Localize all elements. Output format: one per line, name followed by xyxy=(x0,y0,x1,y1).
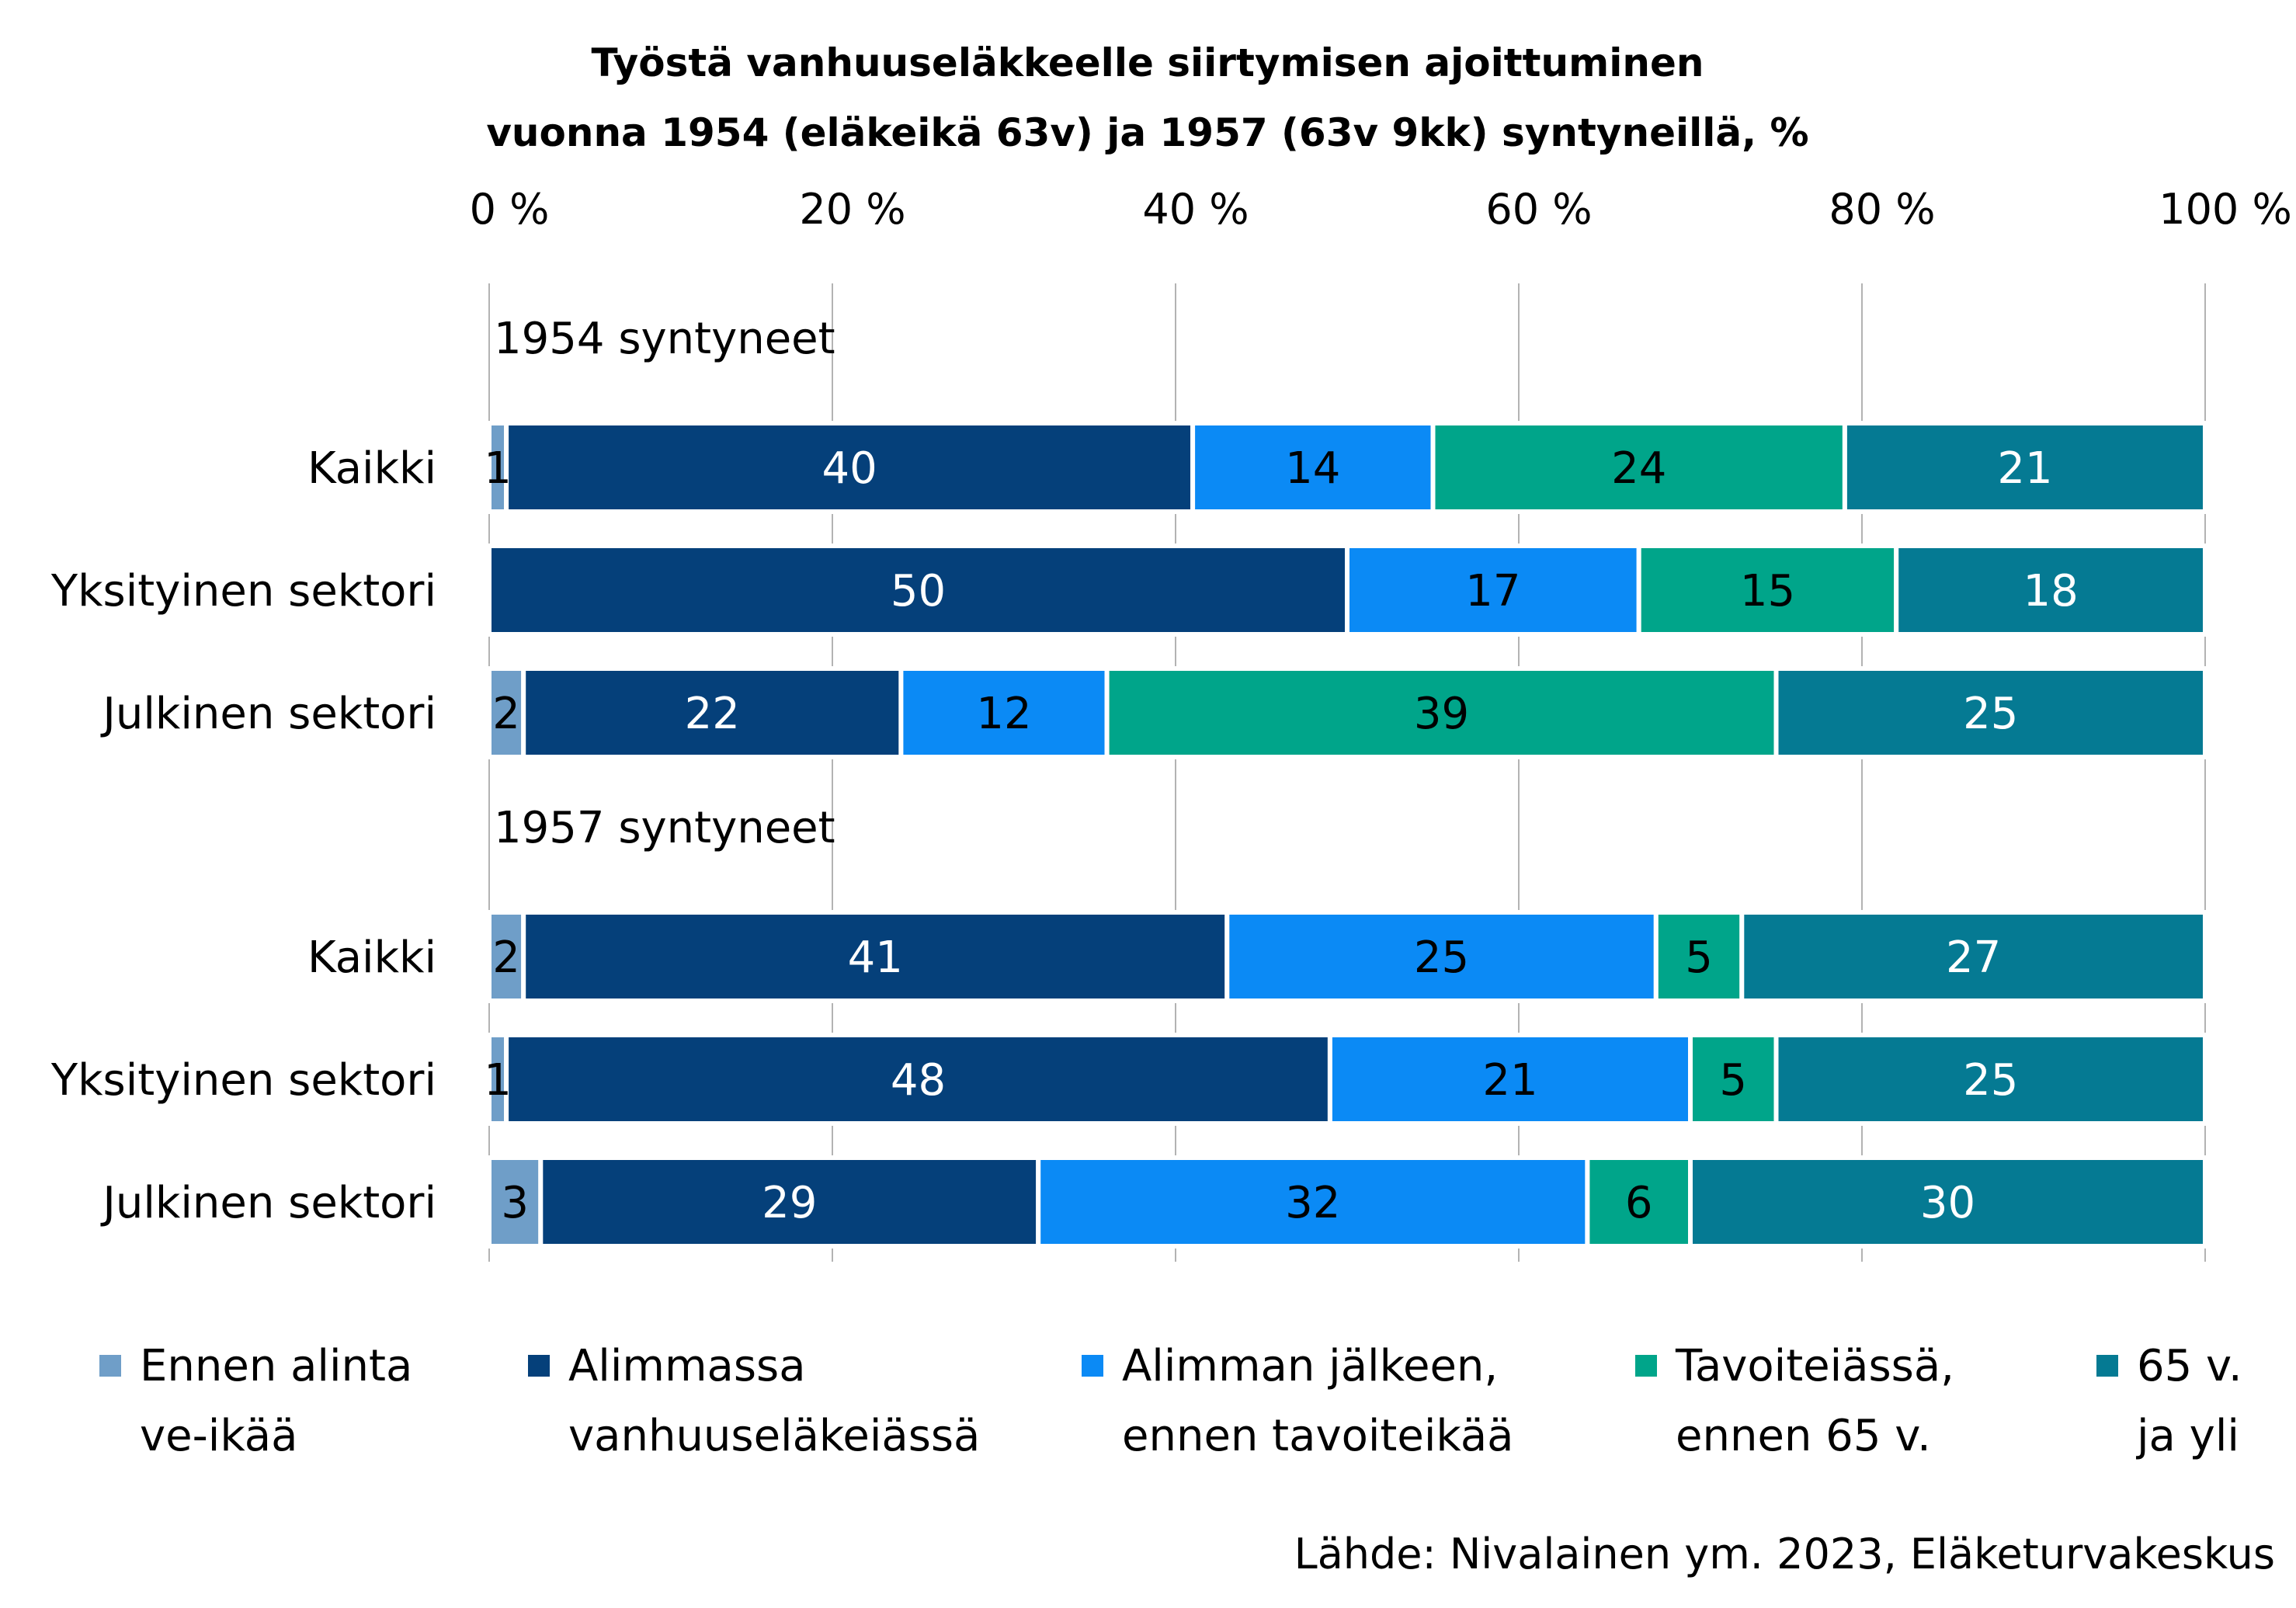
data-label: 25 xyxy=(1963,1055,2018,1106)
category-label: Kaikki xyxy=(307,933,436,983)
data-label: 17 xyxy=(1465,566,1520,616)
data-label: 27 xyxy=(1946,933,2001,983)
data-label: 29 xyxy=(762,1178,817,1228)
bar-segment xyxy=(1430,421,1847,514)
data-label: 18 xyxy=(2023,566,2078,616)
bar-segment xyxy=(1773,1033,2207,1126)
data-label: 1 xyxy=(484,1055,512,1106)
legend: Ennen alinta ve-ikää Alimmassa vanhuuseläke… xyxy=(99,1341,2242,1461)
data-label: 15 xyxy=(1740,566,1795,616)
category-label: Kaikki xyxy=(307,443,436,494)
data-label: 6 xyxy=(1625,1178,1653,1228)
bar-segment xyxy=(1653,910,1745,1003)
data-label: 25 xyxy=(1414,933,1469,983)
legend-swatch xyxy=(528,1355,550,1377)
bar-segment xyxy=(1345,544,1641,637)
legend-label: ve-ikää xyxy=(140,1411,297,1461)
data-label: 41 xyxy=(848,933,903,983)
bar-segment xyxy=(1327,1033,1693,1126)
legend-label: Tavoiteiässä, xyxy=(1675,1341,1954,1391)
x-tick-label: 0 % xyxy=(470,185,550,234)
bar-segment xyxy=(504,1033,1332,1126)
bar-segment xyxy=(1773,666,2207,759)
bar-segments xyxy=(487,421,2208,1249)
x-tick-label: 100 % xyxy=(2159,185,2292,234)
bar-segment xyxy=(1036,1155,1590,1249)
data-label: 32 xyxy=(1285,1178,1340,1228)
bar-segment xyxy=(1636,544,1899,637)
bar-segment xyxy=(898,666,1110,759)
x-tick-label: 60 % xyxy=(1485,185,1592,234)
bar-segment xyxy=(1842,421,2207,514)
data-label: 1 xyxy=(484,443,512,494)
bar-segment xyxy=(487,666,526,759)
x-tick-label: 80 % xyxy=(1829,185,1935,234)
data-label: 22 xyxy=(685,689,740,739)
bar-segment xyxy=(1739,910,2208,1003)
x-tick-label: 40 % xyxy=(1142,185,1249,234)
bar-segment xyxy=(504,421,1196,514)
category-label: Yksityinen sektori xyxy=(50,1055,436,1106)
bar-segment xyxy=(487,910,526,1003)
category-label: Julkinen sektori xyxy=(100,689,436,739)
group-labels: 1954 syntyneet 1957 syntyneet xyxy=(494,314,835,853)
legend-label: ennen tavoiteikää xyxy=(1122,1411,1513,1461)
x-tick-label: 20 % xyxy=(799,185,905,234)
legend-swatch xyxy=(1635,1355,1657,1377)
data-label: 14 xyxy=(1285,443,1340,494)
category-label: Julkinen sektori xyxy=(100,1178,436,1228)
data-label: 5 xyxy=(1685,933,1713,983)
legend-label: Alimmassa xyxy=(568,1341,806,1391)
legend-label: Ennen alinta xyxy=(140,1341,412,1391)
category-labels: Kaikki Yksityinen sektori Julkinen sektori… xyxy=(50,443,436,1228)
legend-swatch xyxy=(1082,1355,1103,1377)
legend-swatch xyxy=(2096,1355,2118,1377)
data-label: 48 xyxy=(891,1055,946,1106)
data-label: 39 xyxy=(1414,689,1469,739)
x-axis-tick-labels: 0 % 20 % 40 % 60 % 80 % 100 % xyxy=(470,185,2292,234)
chart-title-line-2: vuonna 1954 (eläkeikä 63v) ja 1957 (63v … xyxy=(486,110,1808,155)
data-label: 25 xyxy=(1963,689,2018,739)
data-label: 21 xyxy=(1482,1055,1537,1106)
legend-label: vanhuuseläkeiässä xyxy=(568,1411,980,1461)
legend-label: ja yli xyxy=(2135,1411,2239,1461)
group-label: 1957 syntyneet xyxy=(494,803,835,853)
chart-title-line-1: Työstä vanhuuseläkkeelle siirtymisen ajo… xyxy=(592,40,1704,85)
group-label: 1954 syntyneet xyxy=(494,314,835,364)
data-label: 3 xyxy=(501,1178,529,1228)
bar-segment xyxy=(1585,1155,1693,1249)
data-label: 21 xyxy=(1997,443,2052,494)
legend-swatch xyxy=(99,1355,121,1377)
bar-segment xyxy=(487,544,1349,637)
legend-label: 65 v. xyxy=(2137,1341,2242,1391)
data-label: 2 xyxy=(492,689,520,739)
data-label: 40 xyxy=(821,443,877,494)
source-note: Lähde: Nivalainen ym. 2023, Eläketurvake… xyxy=(1294,1530,2275,1578)
data-label: 12 xyxy=(976,689,1031,739)
category-label: Yksityinen sektori xyxy=(50,566,436,616)
bar-segment xyxy=(1104,666,1779,759)
data-label: 30 xyxy=(1920,1178,1975,1228)
data-label: 2 xyxy=(492,933,520,983)
bar-segment xyxy=(1894,544,2207,637)
bar-segment xyxy=(1688,1155,2207,1249)
legend-label: Alimman jälkeen, xyxy=(1122,1341,1498,1391)
bar-segment xyxy=(487,1155,544,1249)
data-label: 24 xyxy=(1611,443,1666,494)
data-label: 5 xyxy=(1719,1055,1747,1106)
data-label: 50 xyxy=(891,566,946,616)
legend-label: ennen 65 v. xyxy=(1676,1411,1931,1461)
